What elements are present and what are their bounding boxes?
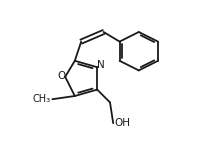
Text: O: O — [57, 71, 65, 81]
Text: N: N — [97, 60, 105, 70]
Text: OH: OH — [114, 118, 130, 128]
Text: CH₃: CH₃ — [33, 94, 51, 104]
